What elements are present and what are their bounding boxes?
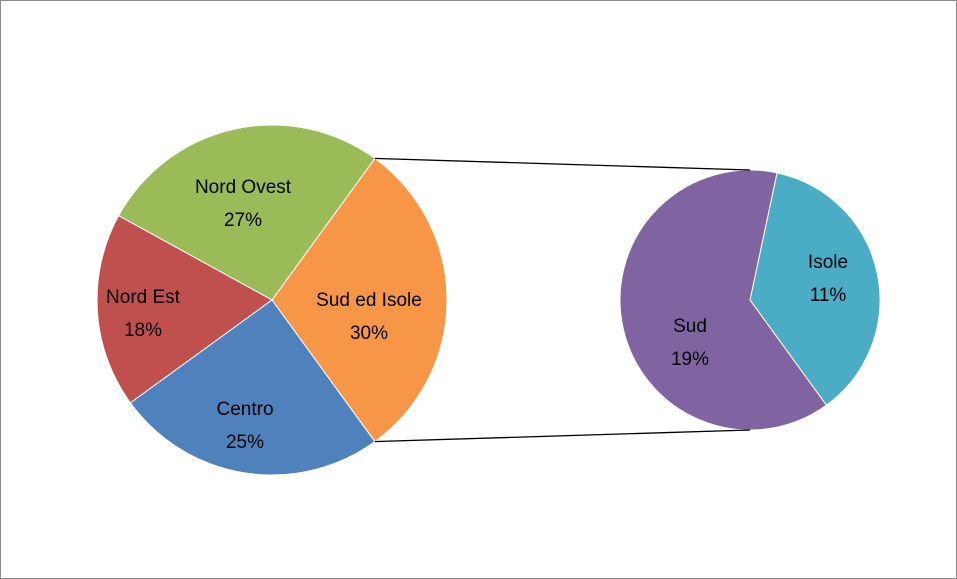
slice-value-label: 25%	[226, 432, 264, 453]
slice-label: Nord Ovest	[195, 177, 292, 198]
slice-label: Isole	[808, 252, 848, 273]
slice-value-label: 27%	[224, 210, 262, 231]
slice-value-label: 18%	[124, 320, 162, 341]
pie-slice	[271, 157, 448, 443]
pie-slice	[117, 124, 376, 301]
slice-value-label: 30%	[350, 323, 388, 344]
pie-slice	[619, 169, 828, 431]
slice-label: Sud ed Isole	[316, 290, 422, 311]
slice-label: Centro	[216, 399, 273, 420]
connector-line	[374, 157, 751, 171]
slice-value-label: 19%	[671, 349, 709, 370]
connector-line	[374, 429, 751, 443]
slice-value-label: 11%	[810, 285, 847, 306]
slice-label: Sud	[673, 316, 707, 337]
pie-slice	[129, 299, 376, 476]
slice-label: Nord Est	[106, 287, 181, 308]
pie-slice	[96, 215, 273, 404]
pie-slice	[749, 172, 881, 406]
